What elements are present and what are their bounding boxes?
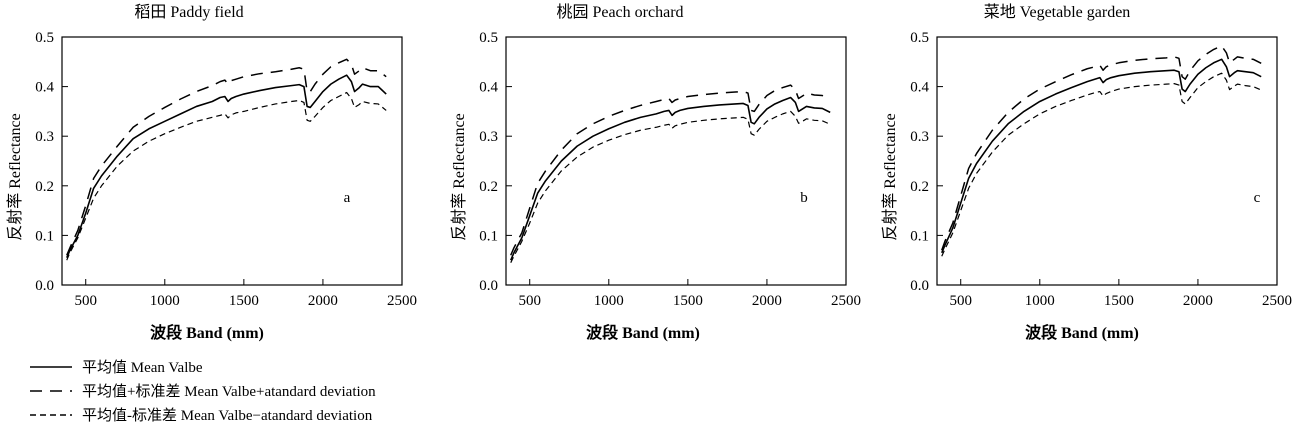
series-line-dashed: [510, 84, 831, 256]
y-tick-label: 0.2: [35, 179, 54, 195]
x-axis-label: 波段 Band (mm): [586, 323, 700, 342]
series-group: [510, 84, 831, 263]
y-tick-label: 0.5: [910, 30, 929, 46]
x-tick-label: 2000: [1183, 293, 1213, 309]
legend: 平均值 Mean Valbe 平均值+标准差 Mean Valbe+atanda…: [30, 359, 376, 424]
legend-label: 平均值 Mean Valbe: [82, 359, 203, 376]
x-axis: 500 1000 1500 2000 2500: [74, 279, 417, 309]
x-tick-label: 1000: [594, 293, 624, 309]
x-tick-label: 2000: [752, 293, 782, 309]
series-line-solid: [66, 74, 387, 259]
panel-a: 稻田 Paddy field 0.0 0.1 0.2 0.3 0.4 0.5 500 100…: [6, 3, 417, 342]
y-tick-label: 0.2: [910, 179, 929, 195]
plot-frame: [505, 36, 847, 286]
x-axis-label: 波段 Band (mm): [1025, 323, 1139, 342]
y-tick-label: 0.3: [35, 129, 54, 145]
x-tick-label: 1500: [229, 293, 259, 309]
x-axis-label: 波段 Band (mm): [150, 323, 264, 342]
y-tick-label: 0.0: [35, 278, 54, 294]
panel-c: 菜地 Vegetable garden 0.0 0.1 0.2 0.3 0.4 0.5 5…: [881, 3, 1292, 342]
y-axis: 0.0 0.1 0.2 0.3 0.4 0.5: [479, 30, 512, 294]
plot-frame: [61, 36, 403, 286]
series-line-short-dashed: [510, 110, 831, 263]
x-tick-label: 1000: [150, 293, 180, 309]
x-tick-label: 1500: [673, 293, 703, 309]
plot-frame: [936, 36, 1278, 286]
x-tick-label: 2000: [308, 293, 338, 309]
x-tick-label: 2500: [387, 293, 417, 309]
series-line-short-dashed: [941, 72, 1262, 257]
series-group: [941, 45, 1262, 257]
series-line-short-dashed: [66, 91, 387, 261]
y-tick-label: 0.1: [479, 228, 498, 244]
panel-letter: c: [1254, 190, 1261, 206]
y-tick-label: 0.1: [910, 228, 929, 244]
x-tick-label: 2500: [831, 293, 861, 309]
x-axis: 500 1000 1500 2000 2500: [949, 279, 1292, 309]
y-tick-label: 0.4: [479, 80, 498, 96]
series-line-solid: [941, 58, 1262, 254]
panel-letter: b: [800, 190, 808, 206]
series-group: [66, 58, 387, 261]
panel-b: 桃园 Peach orchard 0.0 0.1 0.2 0.3 0.4 0.5 500 1…: [450, 3, 861, 342]
panel-letter: a: [344, 190, 351, 206]
x-tick-label: 1500: [1104, 293, 1134, 309]
y-axis-label: 反射率 Reflectance: [6, 113, 24, 241]
y-axis-label: 反射率 Reflectance: [881, 113, 899, 241]
y-tick-label: 0.0: [910, 278, 929, 294]
y-tick-label: 0.4: [910, 80, 929, 96]
series-line-solid: [510, 96, 831, 261]
series-line-dashed: [66, 58, 387, 256]
legend-item-mean-minus-sd: 平均值-标准差 Mean Valbe−atandard deviation: [30, 407, 373, 424]
y-axis: 0.0 0.1 0.2 0.3 0.4 0.5: [910, 30, 943, 294]
y-axis-label: 反射率 Reflectance: [450, 113, 468, 241]
x-axis: 500 1000 1500 2000 2500: [518, 279, 861, 309]
x-tick-label: 500: [518, 293, 541, 309]
legend-item-mean-plus-sd: 平均值+标准差 Mean Valbe+atandard deviation: [30, 383, 376, 400]
y-tick-label: 0.0: [479, 278, 498, 294]
y-tick-label: 0.5: [479, 30, 498, 46]
panel-title: 菜地 Vegetable garden: [984, 3, 1131, 21]
legend-item-mean: 平均值 Mean Valbe: [30, 359, 203, 376]
y-tick-label: 0.3: [479, 129, 498, 145]
y-tick-label: 0.4: [35, 80, 54, 96]
y-tick-label: 0.3: [910, 129, 929, 145]
y-tick-label: 0.2: [479, 179, 498, 195]
series-line-dashed: [941, 45, 1262, 251]
panel-title: 桃园 Peach orchard: [556, 3, 683, 21]
x-tick-label: 2500: [1262, 293, 1292, 309]
x-tick-label: 500: [74, 293, 97, 309]
panel-title: 稻田 Paddy field: [134, 3, 243, 21]
y-tick-label: 0.1: [35, 228, 54, 244]
y-tick-label: 0.5: [35, 30, 54, 46]
x-tick-label: 1000: [1025, 293, 1055, 309]
x-tick-label: 500: [949, 293, 972, 309]
y-axis: 0.0 0.1 0.2 0.3 0.4 0.5: [35, 30, 68, 294]
legend-label: 平均值+标准差 Mean Valbe+atandard deviation: [82, 383, 376, 400]
legend-label: 平均值-标准差 Mean Valbe−atandard deviation: [82, 407, 373, 424]
